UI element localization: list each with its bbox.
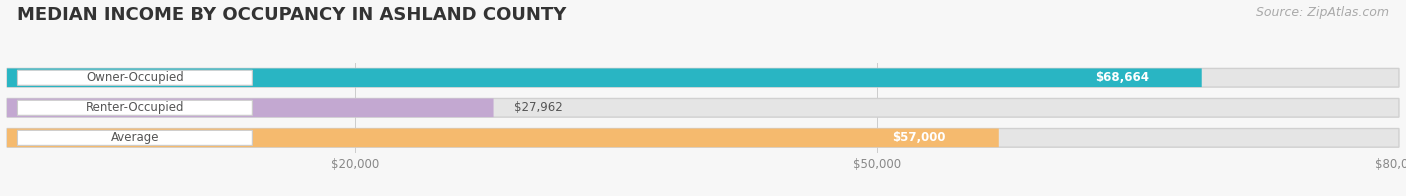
Text: $57,000: $57,000: [891, 131, 945, 144]
Text: Renter-Occupied: Renter-Occupied: [86, 101, 184, 114]
FancyBboxPatch shape: [7, 129, 1399, 147]
FancyBboxPatch shape: [7, 98, 494, 117]
FancyBboxPatch shape: [7, 129, 998, 147]
Text: MEDIAN INCOME BY OCCUPANCY IN ASHLAND COUNTY: MEDIAN INCOME BY OCCUPANCY IN ASHLAND CO…: [17, 6, 567, 24]
FancyBboxPatch shape: [7, 68, 1399, 87]
FancyBboxPatch shape: [7, 68, 1202, 87]
FancyBboxPatch shape: [17, 100, 252, 115]
FancyBboxPatch shape: [855, 131, 984, 145]
FancyBboxPatch shape: [17, 130, 252, 145]
Text: Average: Average: [111, 131, 159, 144]
Text: $68,664: $68,664: [1095, 71, 1149, 84]
FancyBboxPatch shape: [1057, 71, 1188, 85]
Text: $27,962: $27,962: [515, 101, 564, 114]
Text: Owner-Occupied: Owner-Occupied: [86, 71, 184, 84]
FancyBboxPatch shape: [17, 70, 252, 85]
Text: Source: ZipAtlas.com: Source: ZipAtlas.com: [1256, 6, 1389, 19]
FancyBboxPatch shape: [7, 98, 1399, 117]
